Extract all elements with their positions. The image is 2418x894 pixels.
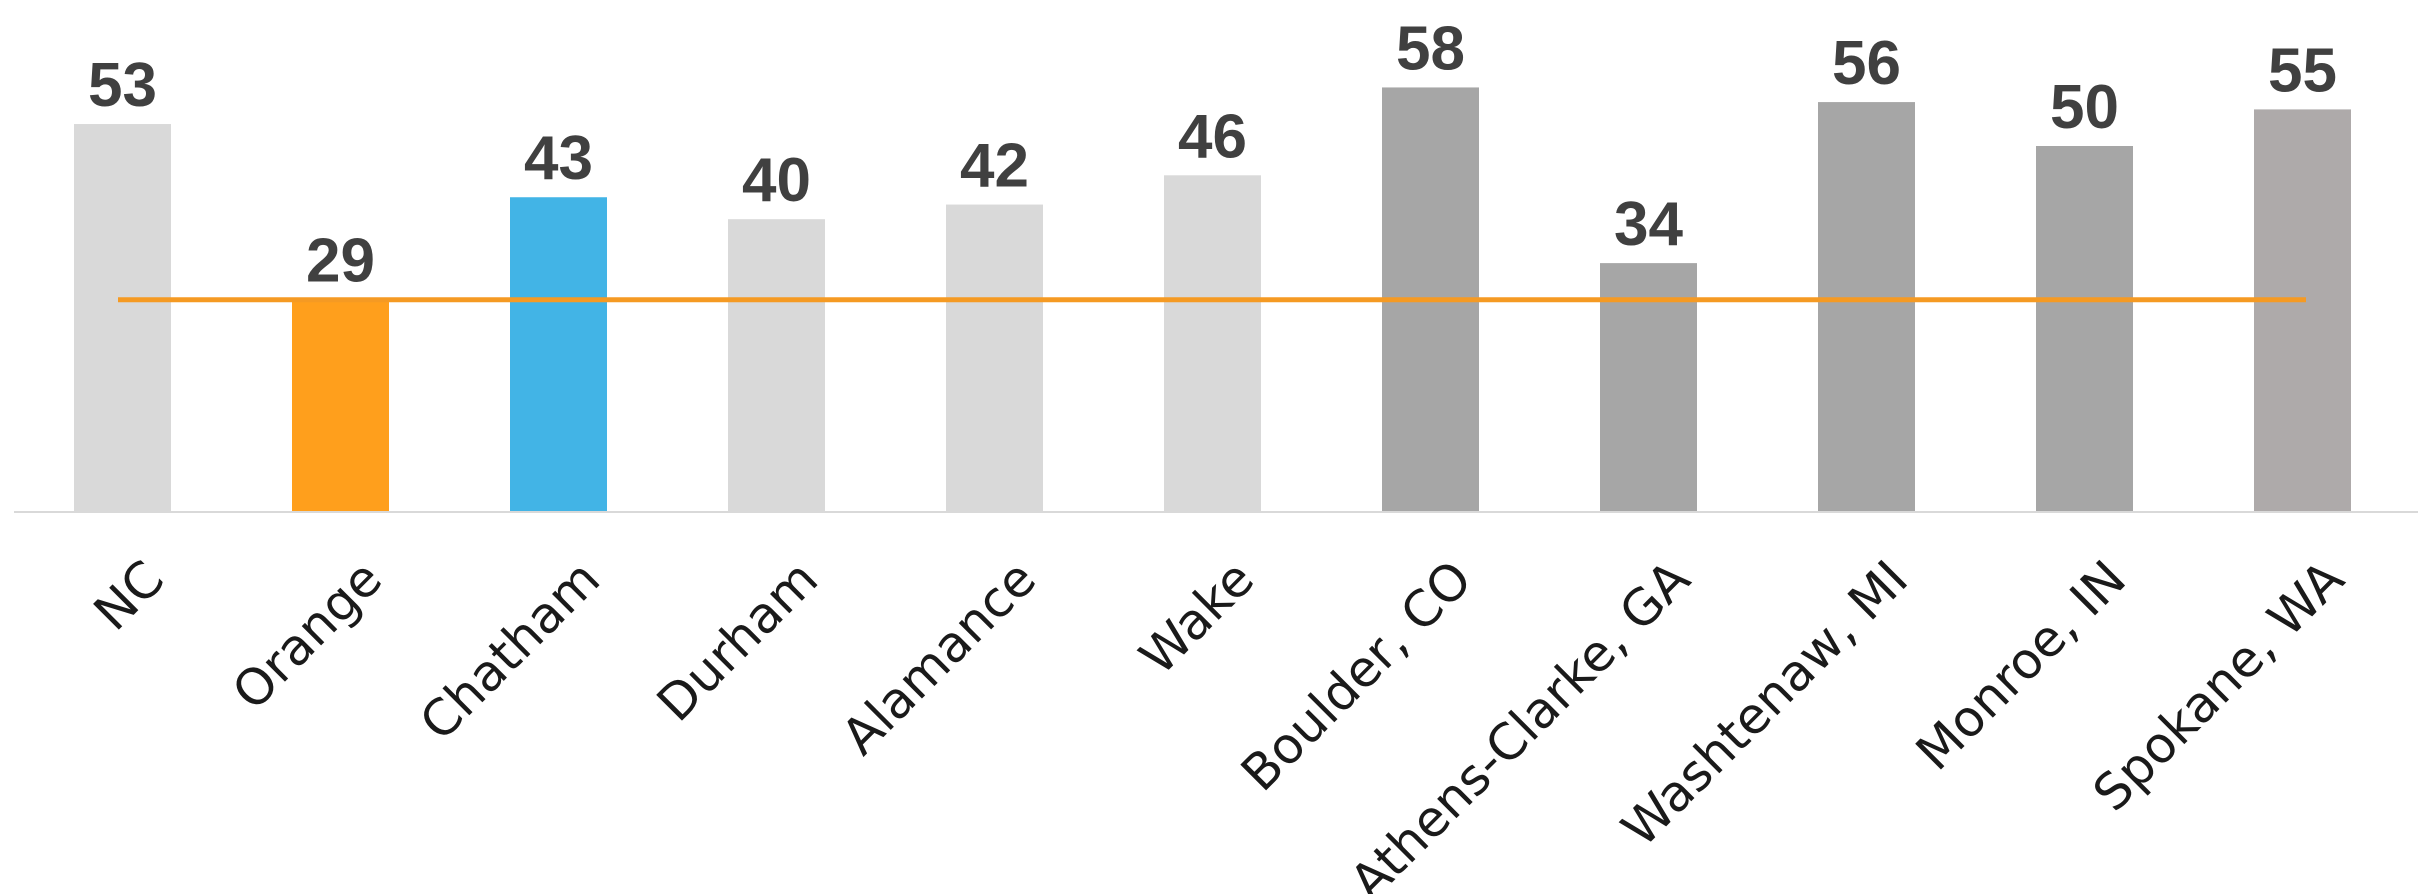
category-labels-group: NC Orange Chatham Durham Alamance WakeBoulder… — [83, 549, 2355, 894]
category-tick-label: NC — [83, 549, 175, 641]
data-label: 29 — [306, 227, 375, 296]
category-tick-label: Orange — [221, 549, 393, 721]
category-tick-label: Durham — [646, 549, 829, 732]
data-label: 43 — [524, 124, 593, 193]
bar-alamance — [946, 204, 1043, 512]
data-label: 58 — [1396, 14, 1465, 83]
bar-monroe-in — [2036, 146, 2133, 512]
bar-athens-clarke-ga — [1600, 263, 1697, 512]
bar-washtenaw-mi — [1818, 102, 1915, 512]
bar-nc — [74, 124, 171, 512]
data-label: 55 — [2268, 36, 2337, 105]
bar-wake — [1164, 175, 1261, 512]
category-tick-label: Alamance — [831, 549, 1047, 765]
data-label: 34 — [1614, 190, 1683, 259]
data-label: 50 — [2050, 73, 2119, 142]
bars-group — [74, 87, 2351, 513]
category-tick-label: Chatham — [409, 549, 611, 751]
category-tick-label: Wake — [1129, 549, 1265, 685]
data-label: 46 — [1178, 102, 1247, 171]
value-labels-group: 53 29 43 40 42 46 58 34 56 50 55 — [88, 14, 2337, 295]
category-tick-label: Monroe, IN — [1905, 549, 2137, 781]
data-label: 53 — [88, 51, 157, 120]
bar-durham — [728, 219, 825, 512]
data-label: 42 — [960, 132, 1029, 201]
bar-orange — [292, 299, 389, 512]
data-label: 40 — [742, 146, 811, 215]
bar-chatham — [510, 197, 607, 513]
bar-spokane-wa — [2254, 109, 2351, 513]
data-label: 56 — [1832, 29, 1901, 98]
